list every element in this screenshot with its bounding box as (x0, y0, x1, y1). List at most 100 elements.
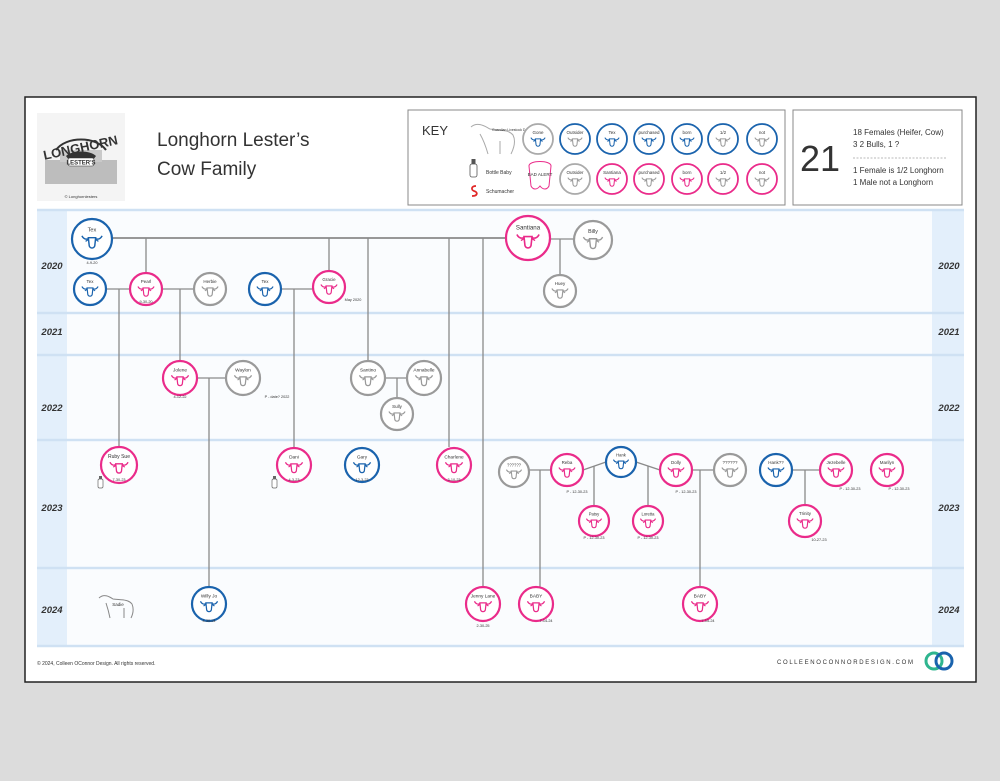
cow-node[interactable]: Tex (72, 271, 108, 307)
bottle-baby-icon (271, 476, 278, 489)
cow-node[interactable]: Huey (542, 273, 578, 309)
year-label-2022: 2022 (937, 403, 960, 414)
node-date: May 2020 (345, 298, 362, 302)
cow-node[interactable]: Herbie (192, 271, 228, 307)
left-year-band (37, 210, 67, 646)
year-label-2023: 2023 (40, 503, 63, 514)
node-name: Billy (588, 229, 598, 235)
node-ring (72, 271, 108, 307)
node-date: 4-9-20 (87, 261, 98, 265)
year-label-2021: 2021 (937, 327, 959, 338)
svg-text:1/2: 1/2 (720, 130, 727, 135)
svg-text:purchased: purchased (638, 170, 660, 175)
node-name: BABY (694, 594, 708, 600)
node-ring (631, 504, 665, 538)
node-ring (247, 271, 283, 307)
key-item: Gone (522, 123, 554, 155)
node-name: Gary (357, 455, 368, 461)
node-name: Jezebelle (827, 460, 846, 465)
svg-text:not: not (759, 170, 766, 175)
cow-node[interactable]: Jolene 4-12-22 (161, 359, 199, 399)
key-item: Outsider (559, 123, 591, 155)
node-ring (658, 452, 694, 488)
node-ring (604, 445, 638, 479)
cow-node[interactable]: Patsy P - 12-30-23 (577, 504, 611, 540)
cow-node[interactable]: Reba P - 12-30-23 (549, 452, 588, 494)
cow-node[interactable]: Jezebelle P - 12-30-23 (818, 452, 861, 491)
key-item: Santiana (596, 163, 628, 195)
cow-node[interactable]: Sully (379, 396, 415, 432)
cow-node[interactable]: ?????? (497, 455, 531, 489)
logo-caption: © Longhornlesters (65, 194, 98, 199)
cow-node[interactable]: Gary 12-3-23 (343, 446, 381, 484)
node-ring (517, 585, 555, 623)
cow-node[interactable]: Billy (572, 219, 614, 261)
node-ring (379, 396, 415, 432)
node-ring (190, 585, 228, 623)
node-date: 12-3-23 (355, 478, 368, 482)
key-item: 1/2 (707, 123, 739, 155)
node-name: Gracie (322, 277, 336, 282)
cow-node[interactable]: Annabelle (405, 359, 443, 397)
svg-text:Outsider: Outsider (566, 130, 584, 135)
cow-node[interactable]: ?????? (712, 452, 748, 488)
node-name: Reba (562, 460, 573, 465)
cow-node[interactable]: Hank (604, 445, 638, 479)
year-labels: 2020 2020 2021 2021 2022 2022 2023 2023 2024 2024 (40, 261, 960, 616)
cow-node[interactable]: Loretta P - 12-30-23 (631, 504, 665, 540)
cow-node[interactable]: Santiana (504, 214, 552, 262)
node-name: Waylon (235, 368, 251, 374)
cow-node[interactable]: BABY 7-14-24 (517, 585, 555, 623)
cow-node[interactable]: Hank?? (758, 452, 794, 488)
cow-node[interactable]: Tex (247, 271, 283, 307)
cow-node[interactable]: Tex 4-9-20 (70, 217, 114, 265)
node-ring (712, 452, 748, 488)
cow-node[interactable]: Pearl 9-30-20 (128, 271, 164, 307)
svg-text:Gone: Gone (532, 130, 544, 135)
cow-node[interactable]: Ruby Sue 7-30-23 (99, 445, 139, 485)
dog-name: Sadie (112, 602, 124, 607)
node-name: Santino (360, 368, 376, 374)
cow-node[interactable]: BABY 7-15-24 (681, 585, 719, 623)
cow-node[interactable]: Marilyn P - 12-30-23 (869, 452, 910, 491)
bad-alert-label: BAD ALERT (528, 172, 553, 177)
svg-text:born: born (682, 130, 692, 135)
node-date: P - 12-30-23 (839, 487, 860, 491)
key-item: purchased (633, 163, 665, 195)
node-name: Huey (555, 281, 566, 286)
cow-node[interactable]: Gracie May 2020 (311, 269, 362, 305)
cow-node[interactable]: Dani 4-3-23 (275, 446, 313, 484)
cow-node[interactable]: Willy Jo 4-30-24 (190, 585, 228, 623)
node-name: Santiana (516, 225, 541, 232)
node-date: 10-27-23 (811, 538, 826, 542)
copyright: © 2024, Colleen OConnor Design. All righ… (37, 660, 155, 667)
node-name: ?????? (723, 460, 738, 465)
node-ring (435, 446, 473, 484)
year-label-2023: 2023 (937, 503, 960, 514)
cow-node[interactable]: Santino (349, 359, 387, 397)
bad-alert-icon: BAD ALERT (528, 161, 553, 190)
longhorn-lesters-logo: LONGHORN LESTER'S © Longhornlesters (37, 113, 125, 201)
year-gridlines (37, 208, 964, 648)
node-name: Jolene (173, 368, 187, 374)
node-ring (128, 271, 164, 307)
node-ring (224, 359, 262, 397)
node-name: Herbie (203, 279, 217, 284)
cow-node[interactable]: Waylon P - date? 2022 (224, 359, 289, 399)
node-name: Trinity (799, 511, 812, 516)
key-item: not (746, 163, 778, 195)
node-ring (549, 452, 585, 488)
node-name: Hank (616, 452, 627, 457)
cow-node[interactable]: Charlene 3-10-23 (435, 446, 473, 484)
node-ring (787, 503, 823, 539)
node-ring (70, 217, 114, 261)
year-label-2022: 2022 (40, 403, 63, 414)
key-title: KEY (422, 123, 448, 138)
cow-node[interactable]: Jenny Lane 2-30-25 (464, 585, 502, 628)
node-name: BABY (530, 594, 544, 600)
cow-node[interactable]: Dolly P - 12-30-23 (658, 452, 697, 494)
title-line1: Longhorn Lester’s (157, 130, 309, 151)
cow-node[interactable]: Trinity 10-27-23 (787, 503, 827, 542)
node-name: Tex (88, 227, 97, 233)
